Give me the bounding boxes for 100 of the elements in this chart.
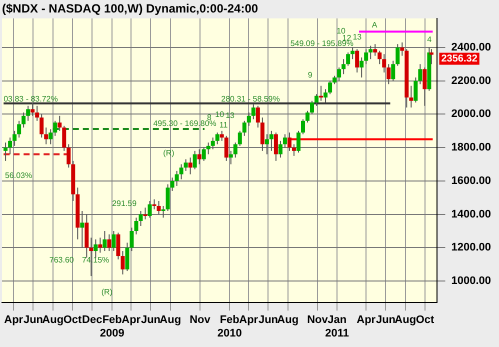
- annotation: (R): [163, 148, 175, 158]
- candlestick: [8, 137, 12, 155]
- candlestick: [210, 137, 215, 150]
- candlestick: [287, 132, 292, 152]
- candlestick: [342, 58, 346, 75]
- candlestick: [292, 144, 296, 156]
- candlestick: [346, 52, 350, 66]
- candlestick: [202, 147, 206, 162]
- candlestick: [264, 134, 269, 155]
- candlestick: [256, 105, 260, 128]
- candlestick: [192, 150, 197, 170]
- candlestick: [382, 54, 386, 73]
- candlestick: [337, 66, 342, 82]
- candlestick: [197, 148, 202, 165]
- annotation: 13: [352, 32, 362, 42]
- annotation: 4: [427, 35, 432, 44]
- candlestick: [148, 200, 152, 218]
- x-tick-label: Jun: [376, 314, 396, 326]
- candlestick: [422, 66, 427, 106]
- candlestick: [260, 117, 264, 152]
- annotation: 291.59: [112, 199, 138, 208]
- x-tick-label: Nov: [190, 314, 212, 326]
- y-tick-label: 1000.00: [451, 275, 492, 288]
- candlestick: [12, 130, 17, 146]
- candlestick: [80, 210, 84, 248]
- y-tick-label: 1600.00: [451, 174, 492, 187]
- candlestick: [228, 150, 233, 165]
- x-tick-label: Aug: [277, 314, 299, 326]
- x-tick-label: Nov: [307, 314, 329, 326]
- candlestick: [324, 88, 328, 104]
- y-tick-label: 2400.00: [451, 41, 492, 54]
- y-tick-label: 2200.00: [451, 74, 492, 87]
- candlestick: [233, 142, 238, 158]
- candlestick: [120, 250, 125, 275]
- candlestick: [418, 64, 422, 85]
- candlestick: [156, 200, 161, 215]
- annotation: 03.83 - 83.72%: [4, 94, 58, 104]
- y-tick-label: 1400.00: [451, 208, 492, 220]
- candlestick: [386, 64, 391, 85]
- candlestick: [306, 110, 310, 124]
- candlestick: [40, 114, 44, 138]
- annotation: 11: [219, 120, 228, 130]
- x-tick-label: Aug: [42, 314, 64, 326]
- y-tick-label: 2000.00: [451, 108, 492, 120]
- candlestick: [44, 127, 48, 145]
- x-tick-label: Oct: [63, 314, 82, 326]
- x-tick-label: Apr: [122, 314, 142, 326]
- annotation: 495.30 - 169.80%: [153, 118, 216, 128]
- candlestick: [414, 76, 418, 104]
- candlestick: [246, 112, 251, 126]
- candlestick: [364, 48, 368, 65]
- y-tick-label: 1200.00: [451, 242, 492, 254]
- text: 2356.32: [441, 53, 478, 64]
- candlestick: [409, 85, 414, 108]
- candlestick: [30, 102, 35, 116]
- candlestick: [125, 242, 130, 272]
- candlestick: [215, 132, 220, 145]
- candlestick: [53, 120, 58, 136]
- x-tick-label: Apr: [356, 314, 376, 326]
- candlestick: [220, 130, 224, 142]
- x-tick-label: Dec: [82, 314, 102, 326]
- candlestick: [314, 94, 319, 106]
- candlestick: [400, 42, 404, 56]
- candlestick: [278, 140, 282, 158]
- x-tick-label: Aug: [394, 314, 416, 326]
- candlestick: [107, 234, 112, 252]
- candlestick: [58, 115, 62, 132]
- x-tick-label: Jun: [140, 314, 161, 326]
- candlestick: [391, 60, 396, 82]
- x-tick-label: Jun: [258, 314, 278, 326]
- candlestick: [166, 184, 170, 212]
- candlestick: [274, 132, 278, 162]
- x-tick-label: Oct: [416, 314, 435, 326]
- candlestick: [35, 105, 40, 122]
- candlestick: [206, 142, 210, 155]
- annotation: 280.31 - 58.59%: [221, 94, 280, 104]
- candlestick: [355, 48, 360, 73]
- y-tick-label: 1800.00: [451, 142, 492, 154]
- candlestick: [184, 158, 188, 172]
- annotation: 10: [336, 26, 346, 36]
- candlestick: [238, 130, 242, 146]
- candlestick: [300, 118, 305, 135]
- candlestick: [396, 44, 400, 66]
- x-tick-label: Aug: [160, 314, 182, 326]
- candlestick: [328, 80, 332, 95]
- candlestick: [48, 128, 53, 145]
- candlestick: [130, 227, 134, 252]
- chart-title: ($NDX - NASDAQ 100,W) Dynamic,0:00-24:00: [2, 2, 258, 16]
- candlestick: [373, 44, 378, 56]
- candlestick: [22, 112, 26, 128]
- candlestick: [62, 125, 66, 152]
- candlestick: [310, 100, 314, 115]
- candlestick: [179, 164, 184, 180]
- candlestick: [174, 170, 179, 186]
- candlestick: [17, 120, 22, 138]
- candlestick: [368, 45, 373, 60]
- annotation: 549.09 - 195.89%: [290, 38, 354, 48]
- x-tick-label: Apr: [4, 314, 24, 326]
- annotation: 56.03%: [4, 171, 32, 180]
- candlestick: [269, 130, 274, 152]
